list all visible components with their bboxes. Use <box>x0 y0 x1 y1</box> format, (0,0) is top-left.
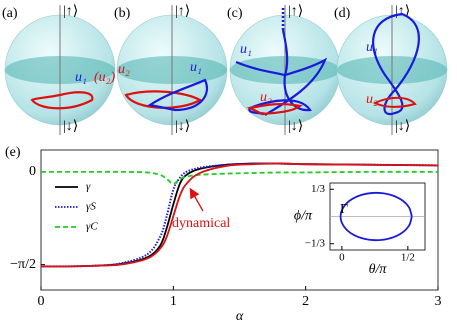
x-tick-label: 0 <box>339 252 345 264</box>
x-axis-label: α <box>236 309 244 322</box>
ket-up: |↑⟩ <box>175 4 190 19</box>
y-tick-label: 1/3 <box>311 183 326 195</box>
data-line <box>41 170 439 185</box>
data-line <box>339 191 413 242</box>
x-tick-label: 1/2 <box>401 252 415 264</box>
curve-label: u₂ <box>366 92 378 107</box>
panel-label: (d) <box>334 6 351 21</box>
curve <box>147 78 208 112</box>
ket-up: |↑⟩ <box>288 4 303 19</box>
chart: 0 1 2 3 0 −π/2 γ γS γC dynamical α (e) 0 1/2 1/3 −1/3 θ/… <box>5 145 442 322</box>
ket-up: |↑⟩ <box>63 4 78 19</box>
curve-label: u₁ <box>75 70 87 85</box>
x-tick-label: 1 <box>170 294 177 309</box>
legend-label: γS <box>86 201 96 213</box>
panel-label: (c) <box>227 6 243 21</box>
ket-down: |↓⟩ <box>288 119 303 134</box>
y-axis-label: ϕ/π <box>294 209 313 224</box>
ket-down: |↓⟩ <box>175 119 190 134</box>
curve <box>30 91 94 110</box>
curve <box>124 90 203 109</box>
curve-label: u₁ <box>240 42 252 57</box>
x-tick-label: 0 <box>38 294 45 309</box>
panel-label: (b) <box>114 6 131 21</box>
legend-label: γ <box>86 181 91 193</box>
x-axis-label: θ/π <box>369 262 388 277</box>
legend-label: γC <box>86 221 98 233</box>
ket-down: |↓⟩ <box>395 119 410 134</box>
curve <box>372 12 420 116</box>
ket-down: |↓⟩ <box>63 119 78 134</box>
y-tick-label: 0 <box>29 164 36 179</box>
curve-label: u₁ <box>190 60 202 75</box>
sphere-curves <box>30 8 420 116</box>
curve-label: (u₂) <box>94 70 116 85</box>
annotation: Γ <box>340 202 348 217</box>
panel-label: (a) <box>2 6 18 21</box>
curve-label: u₂ <box>118 62 130 77</box>
annotation-arrow <box>189 187 204 212</box>
curve <box>372 96 417 108</box>
data-line <box>40 162 439 268</box>
y-tick-label: −π/2 <box>10 257 36 272</box>
curve-label: u₁ <box>366 40 378 55</box>
annotation: dynamical <box>172 216 230 231</box>
x-tick-label: 2 <box>302 294 309 309</box>
x-tick-label: 3 <box>435 294 442 309</box>
y-tick-label: −1/3 <box>305 237 326 249</box>
panel-label: (e) <box>5 145 21 160</box>
curve <box>246 102 303 116</box>
